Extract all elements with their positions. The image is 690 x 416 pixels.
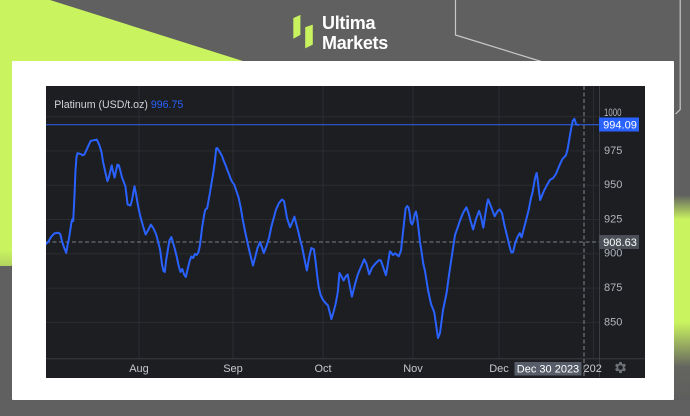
svg-text:Nov: Nov [403, 363, 423, 375]
svg-text:994.09: 994.09 [603, 120, 637, 132]
svg-text:975: 975 [604, 145, 622, 157]
svg-text:950: 950 [604, 179, 622, 191]
svg-text:1000: 1000 [604, 107, 622, 119]
svg-text:Dec: Dec [489, 363, 509, 375]
svg-text:Platinum (USD/t.oz) 996.75: Platinum (USD/t.oz) 996.75 [54, 99, 183, 111]
svg-text:Sep: Sep [223, 363, 243, 375]
svg-text:850: 850 [604, 316, 622, 328]
svg-text:908.63: 908.63 [603, 237, 637, 249]
svg-text:Aug: Aug [129, 363, 149, 375]
svg-text:Dec 30 2023: Dec 30 2023 [517, 364, 579, 376]
svg-text:875: 875 [604, 282, 622, 294]
svg-text:900: 900 [604, 248, 622, 260]
svg-text:Oct: Oct [314, 363, 331, 375]
svg-text:925: 925 [604, 213, 622, 225]
svg-text:202: 202 [584, 363, 602, 375]
